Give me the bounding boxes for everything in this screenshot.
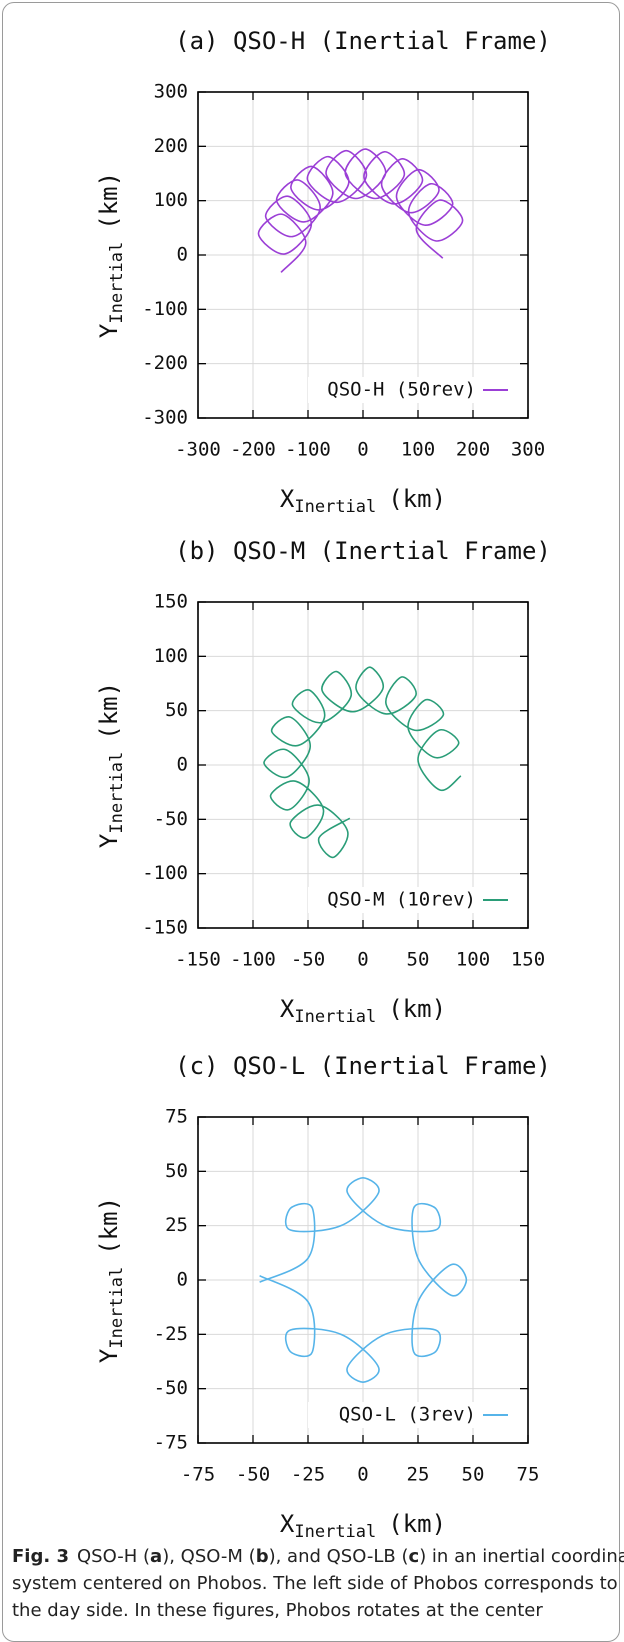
x-tick-label: -50 — [291, 949, 325, 971]
trajectory — [257, 148, 464, 273]
y-tick-label: -50 — [154, 808, 188, 830]
x-tick-label: 50 — [462, 1464, 485, 1486]
x-tick-label: -75 — [181, 1464, 215, 1486]
x-tick-label: -25 — [291, 1464, 325, 1486]
x-axis-label: XInertial (km) — [280, 995, 446, 1027]
trajectory — [263, 666, 462, 859]
label-sub: Inertial — [107, 1267, 127, 1349]
caption-line: Fig. 3 QSO-H (a), QSO-M (b), and QSO-LB (… — [12, 1543, 624, 1570]
plot-frame — [197, 601, 529, 929]
y-tick-label: -150 — [142, 917, 188, 939]
label-main: X — [280, 1510, 295, 1538]
x-tick-label: 75 — [517, 1464, 540, 1486]
x-tick-label: -100 — [230, 949, 276, 971]
y-tick-label: -75 — [154, 1432, 188, 1454]
x-tick-label: 100 — [456, 949, 490, 971]
y-axis-label: YInertial (km) — [95, 172, 127, 338]
x-tick-label: -300 — [175, 439, 221, 461]
legend-label: QSO-H (50rev) — [327, 379, 476, 401]
y-tick-label: -300 — [142, 407, 188, 429]
caption-text: the day side. In these figures, Phobos r… — [12, 1600, 543, 1621]
x-tick-label: 100 — [401, 439, 435, 461]
caption-text: ), QSO-M ( — [162, 1546, 256, 1567]
x-tick-label: 150 — [511, 949, 545, 971]
x-tick-label: -200 — [230, 439, 276, 461]
label-main: Y — [95, 833, 123, 848]
x-tick-label: 200 — [456, 439, 490, 461]
y-tick-label: 50 — [165, 699, 188, 721]
label-sub: Inertial — [107, 752, 127, 834]
caption: Fig. 3 QSO-H (a), QSO-M (b), and QSO-LB (… — [12, 1543, 624, 1624]
label-unit: (km) — [95, 1197, 123, 1255]
y-tick-label: 0 — [177, 1269, 188, 1291]
label-sub: Inertial — [294, 497, 376, 517]
caption-text: QSO-H ( — [76, 1546, 151, 1567]
label-unit: (km) — [388, 1510, 446, 1538]
plot-frame — [197, 1116, 529, 1444]
label-sub: Inertial — [294, 1522, 376, 1542]
label-unit: (km) — [388, 995, 446, 1023]
caption-text: ) in an inertial coordinate — [419, 1546, 624, 1567]
y-tick-label: 100 — [154, 645, 188, 667]
x-tick-label: -50 — [236, 1464, 270, 1486]
y-axis-label: YInertial (km) — [95, 1197, 127, 1363]
chart-title: (b) QSO-M (Inertial Frame) — [175, 537, 551, 565]
y-tick-label: -50 — [154, 1377, 188, 1399]
y-tick-label: 100 — [154, 189, 188, 211]
caption-bold: Fig. 3 — [12, 1546, 69, 1567]
x-tick-label: -150 — [175, 949, 221, 971]
y-tick-label: 0 — [177, 244, 188, 266]
y-tick-label: 300 — [154, 81, 188, 103]
y-tick-label: 200 — [154, 135, 188, 157]
label-main: Y — [95, 1348, 123, 1363]
x-tick-label: 0 — [357, 439, 368, 461]
label-sub: Inertial — [107, 242, 127, 324]
x-tick-label: 50 — [407, 949, 430, 971]
caption-bold: b — [255, 1546, 269, 1567]
caption-line: system centered on Phobos. The left side… — [12, 1570, 624, 1597]
y-tick-label: 75 — [165, 1106, 188, 1128]
x-tick-label: 300 — [511, 439, 545, 461]
x-axis-label: XInertial (km) — [280, 1510, 446, 1542]
x-tick-label: 0 — [357, 1464, 368, 1486]
plot-frame — [197, 91, 529, 419]
label-main: Y — [95, 323, 123, 338]
caption-text: system centered on Phobos. The left side… — [12, 1573, 618, 1594]
caption-text: ), and QSO-LB ( — [268, 1546, 409, 1567]
label-unit: (km) — [95, 172, 123, 230]
label-main: X — [280, 485, 295, 513]
y-tick-label: -100 — [142, 862, 188, 884]
y-tick-label: -200 — [142, 352, 188, 374]
chart-title: (c) QSO-L (Inertial Frame) — [175, 1052, 551, 1080]
legend-label: QSO-M (10rev) — [327, 889, 476, 911]
caption-bold: c — [408, 1546, 420, 1567]
caption-bold: a — [150, 1546, 163, 1567]
y-axis-label: YInertial (km) — [95, 682, 127, 848]
label-unit: (km) — [388, 485, 446, 513]
label-main: X — [280, 995, 295, 1023]
chart-title: (a) QSO-H (Inertial Frame) — [175, 27, 551, 55]
legend-label: QSO-L (3rev) — [339, 1404, 476, 1426]
y-tick-label: 25 — [165, 1214, 188, 1236]
y-tick-label: -25 — [154, 1323, 188, 1345]
y-tick-label: -100 — [142, 298, 188, 320]
caption-line: the day side. In these figures, Phobos r… — [12, 1597, 624, 1624]
y-tick-label: 50 — [165, 1160, 188, 1182]
x-tick-label: 25 — [407, 1464, 430, 1486]
x-axis-label: XInertial (km) — [280, 485, 446, 517]
x-tick-label: 0 — [357, 949, 368, 971]
trajectory — [259, 1177, 468, 1383]
label-sub: Inertial — [294, 1007, 376, 1027]
label-unit: (km) — [95, 682, 123, 740]
x-tick-label: -100 — [285, 439, 331, 461]
y-tick-label: 150 — [154, 591, 188, 613]
y-tick-label: 0 — [177, 754, 188, 776]
